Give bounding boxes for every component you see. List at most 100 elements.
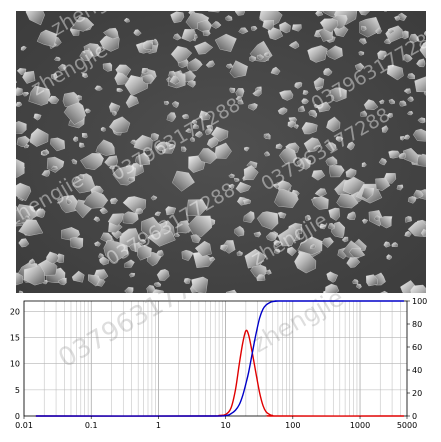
- x-tick-label: 100: [285, 421, 300, 430]
- particle-shape: [194, 240, 212, 257]
- particle-shape: [249, 55, 257, 62]
- particle-shape: [109, 197, 119, 205]
- particle-shape: [410, 284, 426, 293]
- chart-watermark-phone-text: 037963177288: [54, 293, 241, 374]
- particle-shape: [141, 216, 163, 237]
- particle-shape: [22, 70, 36, 84]
- particle-shape: [122, 211, 139, 225]
- particle-shape: [249, 40, 273, 62]
- particle-shape: [141, 74, 155, 84]
- particle-shape: [16, 135, 31, 148]
- particle-shape: [166, 112, 177, 122]
- particle-shape: [146, 285, 156, 293]
- particle-shape: [308, 109, 317, 117]
- particle-shape: [229, 60, 248, 78]
- particle-shape: [194, 41, 214, 55]
- particle-shape: [28, 258, 36, 265]
- particle-shape: [171, 170, 195, 192]
- particle-shape: [287, 246, 297, 257]
- particle-shape: [163, 100, 170, 106]
- particle-shape: [404, 216, 412, 223]
- particle-shape: [398, 12, 408, 21]
- particle-shape: [214, 33, 237, 52]
- particle-shape: [361, 162, 367, 168]
- particle-shape: [112, 110, 117, 117]
- particle-shape: [183, 277, 191, 284]
- particle-shape: [190, 136, 195, 142]
- particle-shape: [335, 136, 344, 142]
- particle-shape: [16, 182, 32, 202]
- particle-shape: [274, 189, 299, 208]
- particle-shape: [277, 225, 300, 247]
- particle-shape: [190, 234, 202, 244]
- particle-shape: [191, 119, 198, 125]
- particle-shape: [342, 176, 365, 195]
- y-right-tick-label: 60: [412, 343, 422, 352]
- sem-micrograph-image: zhengjie zhengjie 037963177288 037963177…: [16, 11, 426, 293]
- particle-shape: [220, 244, 228, 252]
- particle-shape: [182, 113, 189, 119]
- particle-shape: [387, 28, 396, 35]
- y-right-tick-label: 0: [412, 412, 417, 421]
- particle-shape: [341, 236, 349, 243]
- particle-shape: [391, 242, 398, 248]
- y-left-tick-label: 0: [15, 412, 20, 421]
- particle-shape: [325, 283, 340, 293]
- particle-shape: [394, 15, 401, 21]
- particle-shape: [124, 259, 135, 268]
- particle-shape: [16, 80, 18, 84]
- y-right-tick-label: 100: [412, 297, 427, 306]
- particle-shape: [235, 88, 245, 98]
- y-left-tick-label: 10: [10, 360, 20, 369]
- particle-shape: [375, 27, 383, 35]
- particle-shape: [94, 85, 103, 91]
- particle-shape: [361, 25, 367, 32]
- particle-shape: [225, 15, 233, 22]
- particle-shape: [307, 45, 328, 63]
- particle-shape: [359, 16, 381, 38]
- particle-shape: [329, 87, 347, 102]
- particle-shape: [264, 52, 271, 57]
- particle-shape: [46, 156, 65, 173]
- particle-shape: [191, 276, 209, 293]
- particle-shape: [319, 18, 339, 33]
- particle-shape: [71, 270, 85, 283]
- particle-shape: [87, 274, 101, 287]
- particle-shape: [403, 88, 411, 94]
- x-tick-label: 5000: [397, 421, 417, 430]
- particle-shape: [301, 121, 318, 135]
- particle-shape: [309, 243, 316, 250]
- particle-shape: [233, 177, 240, 183]
- particle-shape: [423, 91, 426, 96]
- particle-shape: [51, 165, 58, 170]
- particle-shape: [414, 76, 426, 93]
- particle-shape: [24, 215, 30, 220]
- particle-shape: [403, 53, 413, 63]
- particle-shape: [386, 64, 404, 81]
- particle-shape: [327, 222, 336, 230]
- particle-shape: [243, 146, 250, 152]
- particle-shape: [136, 244, 152, 261]
- particle-shape: [77, 174, 85, 180]
- particle-shape: [99, 256, 110, 266]
- particle-shape: [297, 236, 323, 255]
- particle-shape: [181, 249, 194, 261]
- particle-shape: [80, 153, 104, 171]
- y-right-tick-label: 20: [412, 389, 422, 398]
- particle-shape: [172, 33, 182, 41]
- particle-shape: [16, 159, 25, 178]
- particle-shape: [22, 92, 30, 97]
- particle-shape: [57, 63, 66, 71]
- particle-shape: [407, 96, 414, 102]
- particle-shape: [205, 128, 213, 136]
- particle-shape: [108, 102, 121, 113]
- particle-shape: [325, 142, 337, 152]
- particle-shape: [124, 286, 134, 293]
- particle-shape: [50, 137, 66, 152]
- particle-shape: [181, 146, 187, 152]
- y-left-tick-label: 15: [10, 334, 20, 343]
- particle-shape: [417, 117, 426, 124]
- particle-shape: [298, 105, 306, 113]
- particle-shape: [29, 127, 49, 147]
